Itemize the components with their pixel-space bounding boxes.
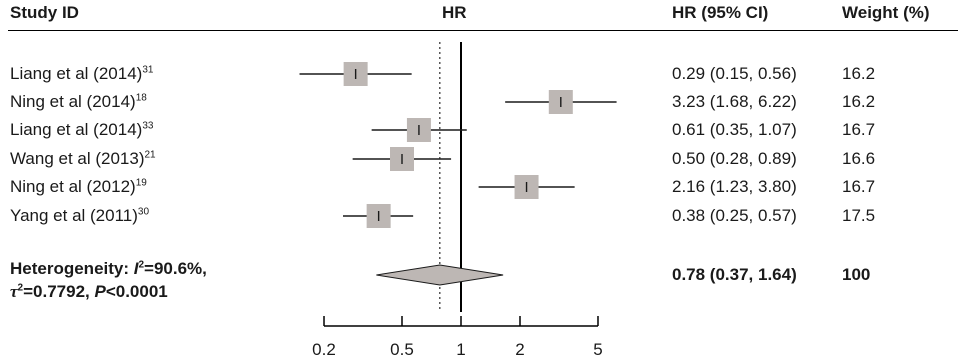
heterogeneity-i-symbol: I [133, 259, 139, 278]
study-name: Liang et al (2014)31 [10, 63, 153, 85]
pooled-hr-ci: 0.78 (0.37, 1.64) [672, 265, 797, 284]
x-tick-label: 0.2 [312, 340, 336, 359]
study-ref: 18 [135, 92, 147, 104]
study-name: Wang et al (2013)21 [10, 148, 156, 170]
study-name: Ning et al (2014)18 [10, 91, 147, 113]
header-weight: Weight (%) [842, 3, 930, 22]
pooled-diamond [376, 264, 504, 286]
heterogeneity-tau-symbol: τ [10, 282, 18, 301]
study-ref: 30 [137, 206, 150, 218]
study-name-text: Ning et al (2012) [10, 177, 136, 196]
study-hr-ci: 3.23 (1.68, 6.22) [672, 92, 797, 111]
study-hr-ci: 0.50 (0.28, 0.89) [672, 149, 797, 168]
heterogeneity-tau-value: =0.7792, [23, 282, 95, 301]
study-weight: 17.5 [842, 206, 876, 225]
study-weight: 16.2 [842, 64, 876, 83]
study-hr-ci: 0.29 (0.15, 0.56) [672, 64, 797, 83]
study-weight: 16.7 [842, 177, 876, 196]
study-ref: 31 [142, 64, 154, 76]
x-tick-label: 5 [593, 340, 602, 359]
study-name-text: Ning et al (2014) [10, 92, 136, 111]
heterogeneity-i-value: =90.6%, [144, 259, 207, 278]
header-hr-ci: HR (95% CI) [672, 3, 769, 22]
heterogeneity-i-exponent: 2 [138, 259, 145, 271]
x-tick-label: 0.5 [390, 340, 414, 359]
x-tick-label: 2 [515, 340, 524, 359]
study-name: Ning et al (2012)19 [10, 176, 147, 198]
study-weight: 16.6 [842, 149, 876, 168]
x-tick-label: 1 [456, 340, 465, 359]
study-ref: 33 [142, 120, 154, 132]
header-study-id: Study ID [10, 3, 79, 22]
study-name-text: Yang et al (2011) [10, 206, 138, 225]
study-ref: 21 [144, 149, 156, 161]
heterogeneity-p-value: <0.0001 [105, 282, 168, 301]
heterogeneity-tau-exponent: 2 [17, 282, 24, 294]
header-rule [8, 30, 958, 31]
study-name: Liang et al (2014)33 [10, 119, 153, 141]
study-hr-ci: 2.16 (1.23, 3.80) [672, 177, 797, 196]
pooled-weight: 100 [842, 265, 871, 284]
heterogeneity-line-2: τ2=0.7792, P<0.0001 [10, 281, 168, 303]
study-name-text: Liang et al (2014) [10, 64, 143, 83]
study-weight: 16.2 [842, 92, 876, 111]
study-ref: 19 [135, 177, 147, 189]
study-hr-ci: 0.38 (0.25, 0.57) [672, 206, 797, 225]
study-weight: 16.7 [842, 120, 876, 139]
header-hr: HR [442, 3, 467, 22]
heterogeneity-line-1: Heterogeneity: I2=90.6%, [10, 258, 207, 280]
heterogeneity-prefix: Heterogeneity: [10, 259, 134, 278]
study-name-text: Wang et al (2013) [10, 149, 145, 168]
study-name-text: Liang et al (2014) [10, 120, 143, 139]
heterogeneity-p-symbol: P [94, 282, 106, 301]
study-name: Yang et al (2011)30 [10, 205, 149, 227]
study-hr-ci: 0.61 (0.35, 1.07) [672, 120, 797, 139]
